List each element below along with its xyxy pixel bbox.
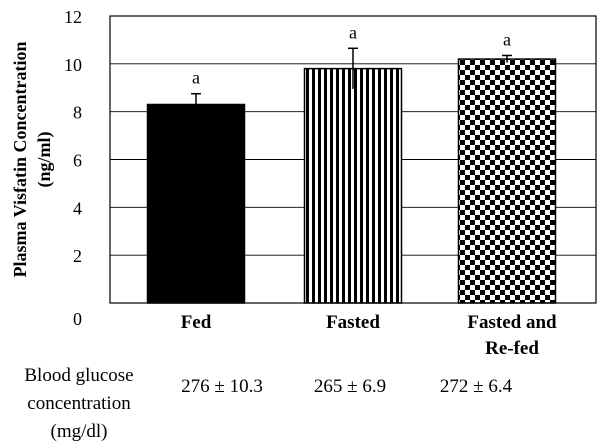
bar-fed: [146, 103, 246, 304]
glucose-value-fasted: 265 ± 6.9: [313, 376, 387, 397]
y-axis-label-line: Plasma Visfatin Concentration: [10, 42, 30, 278]
bar-fasted: [303, 67, 403, 304]
y-axis-label-line: (ng/ml): [34, 131, 55, 187]
glucose-value-fed: 276 ± 10.3: [181, 376, 263, 397]
significance-label: a: [192, 68, 200, 88]
y-tick-label: 10: [64, 55, 82, 75]
y-tick-label: 0: [73, 309, 82, 329]
y-tick-label: 6: [73, 151, 82, 171]
glucose-value-refed: 272 ± 6.4: [439, 376, 513, 397]
y-tick-label: 12: [64, 7, 82, 27]
bar-fasted-and-re-fed: [457, 58, 557, 304]
glucose-header-line: Blood glucose: [24, 365, 134, 386]
x-category-label: Fasted: [326, 312, 380, 333]
y-axis-label: Plasma Visfatin Concentration (ng/ml): [10, 42, 55, 278]
glucose-header-line: (mg/dl): [50, 421, 108, 442]
glucose-header-line: concentration: [27, 393, 131, 414]
y-tick-label: 4: [73, 198, 82, 218]
y-tick-label: 2: [73, 246, 82, 266]
x-category-label: Fasted and: [467, 312, 557, 333]
x-category-label: Re-fed: [485, 338, 539, 359]
significance-label: a: [503, 29, 511, 49]
glucose-header: Blood glucose concentration (mg/dl): [0, 362, 158, 446]
significance-label: a: [349, 22, 357, 42]
plot-frame: [109, 15, 597, 304]
x-category-label: Fed: [181, 312, 212, 333]
y-tick-label: 8: [73, 103, 82, 123]
